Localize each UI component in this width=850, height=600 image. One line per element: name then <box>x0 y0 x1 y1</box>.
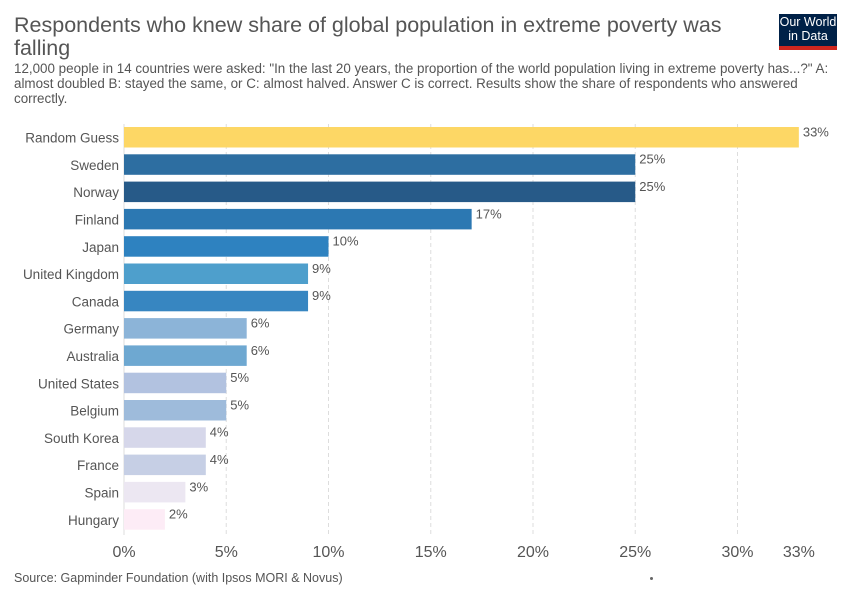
chart-title: Respondents who knew share of global pop… <box>14 13 722 60</box>
x-tick-label: 0% <box>112 544 135 561</box>
labels: Random Guess 33% Sweden 25% Norway 25% Finland… <box>23 124 829 527</box>
logo-line-1: Our World <box>779 15 837 29</box>
x-tick-label: 30% <box>721 544 753 561</box>
value-label: 33% <box>803 124 829 139</box>
bar[interactable] <box>124 372 227 394</box>
category-label: Germany <box>63 322 119 337</box>
bar[interactable] <box>124 263 309 285</box>
logo-line-2: in Data <box>788 28 828 43</box>
bar[interactable] <box>124 454 206 476</box>
owid-logo[interactable]: Our World in Data <box>779 14 837 50</box>
x-tick-label: 5% <box>215 544 238 561</box>
category-label: United Kingdom <box>23 267 119 282</box>
category-label: France <box>77 458 119 473</box>
value-label: 2% <box>169 507 188 522</box>
value-label: 9% <box>312 261 331 276</box>
value-label: 6% <box>251 343 270 358</box>
category-label: Sweden <box>70 158 119 173</box>
footer-dot <box>650 577 653 580</box>
value-label: 4% <box>210 452 229 467</box>
category-label: Spain <box>84 485 119 500</box>
bar[interactable] <box>124 236 329 257</box>
bar[interactable] <box>124 481 186 503</box>
category-label: Random Guess <box>25 131 119 146</box>
value-label: 4% <box>210 425 229 440</box>
category-label: Belgium <box>70 404 119 419</box>
value-label: 3% <box>189 479 208 494</box>
x-tick-label: 15% <box>415 544 447 561</box>
category-label: Norway <box>73 185 119 200</box>
category-label: Finland <box>75 212 119 227</box>
source-note[interactable]: Source: Gapminder Foundation (with Ipsos… <box>14 571 343 585</box>
chart-subtitle: 12,000 people in 14 countries were asked… <box>14 61 829 106</box>
logo-accent-bar <box>779 46 837 50</box>
x-tick-label: 10% <box>312 544 344 561</box>
bars <box>124 127 799 530</box>
category-label: South Korea <box>44 431 120 446</box>
value-label: 25% <box>639 152 665 167</box>
category-label: Japan <box>82 240 119 255</box>
bar[interactable] <box>124 208 472 230</box>
bar[interactable] <box>124 127 799 148</box>
category-label: Australia <box>66 349 119 364</box>
value-label: 9% <box>312 288 331 303</box>
x-axis-ticks: 0% 5% 10% 15% 20% 25% 30% 33% <box>112 544 814 561</box>
category-label: United States <box>38 376 119 391</box>
x-tick-label: 33% <box>783 544 815 561</box>
value-label: 17% <box>476 206 502 221</box>
category-label: Hungary <box>68 513 119 528</box>
value-label: 10% <box>333 234 359 249</box>
bar[interactable] <box>124 290 309 312</box>
value-label: 5% <box>230 397 249 412</box>
bar[interactable] <box>124 400 227 421</box>
value-label: 25% <box>639 179 665 194</box>
value-label: 5% <box>230 370 249 385</box>
bar[interactable] <box>124 181 636 203</box>
bar[interactable] <box>124 427 206 448</box>
x-tick-label: 25% <box>619 544 651 561</box>
bar[interactable] <box>124 318 247 339</box>
x-tick-label: 20% <box>517 544 549 561</box>
bar[interactable] <box>124 154 636 175</box>
value-label: 6% <box>251 316 270 331</box>
bar[interactable] <box>124 345 247 366</box>
category-label: Canada <box>72 294 120 309</box>
bar[interactable] <box>124 509 165 530</box>
